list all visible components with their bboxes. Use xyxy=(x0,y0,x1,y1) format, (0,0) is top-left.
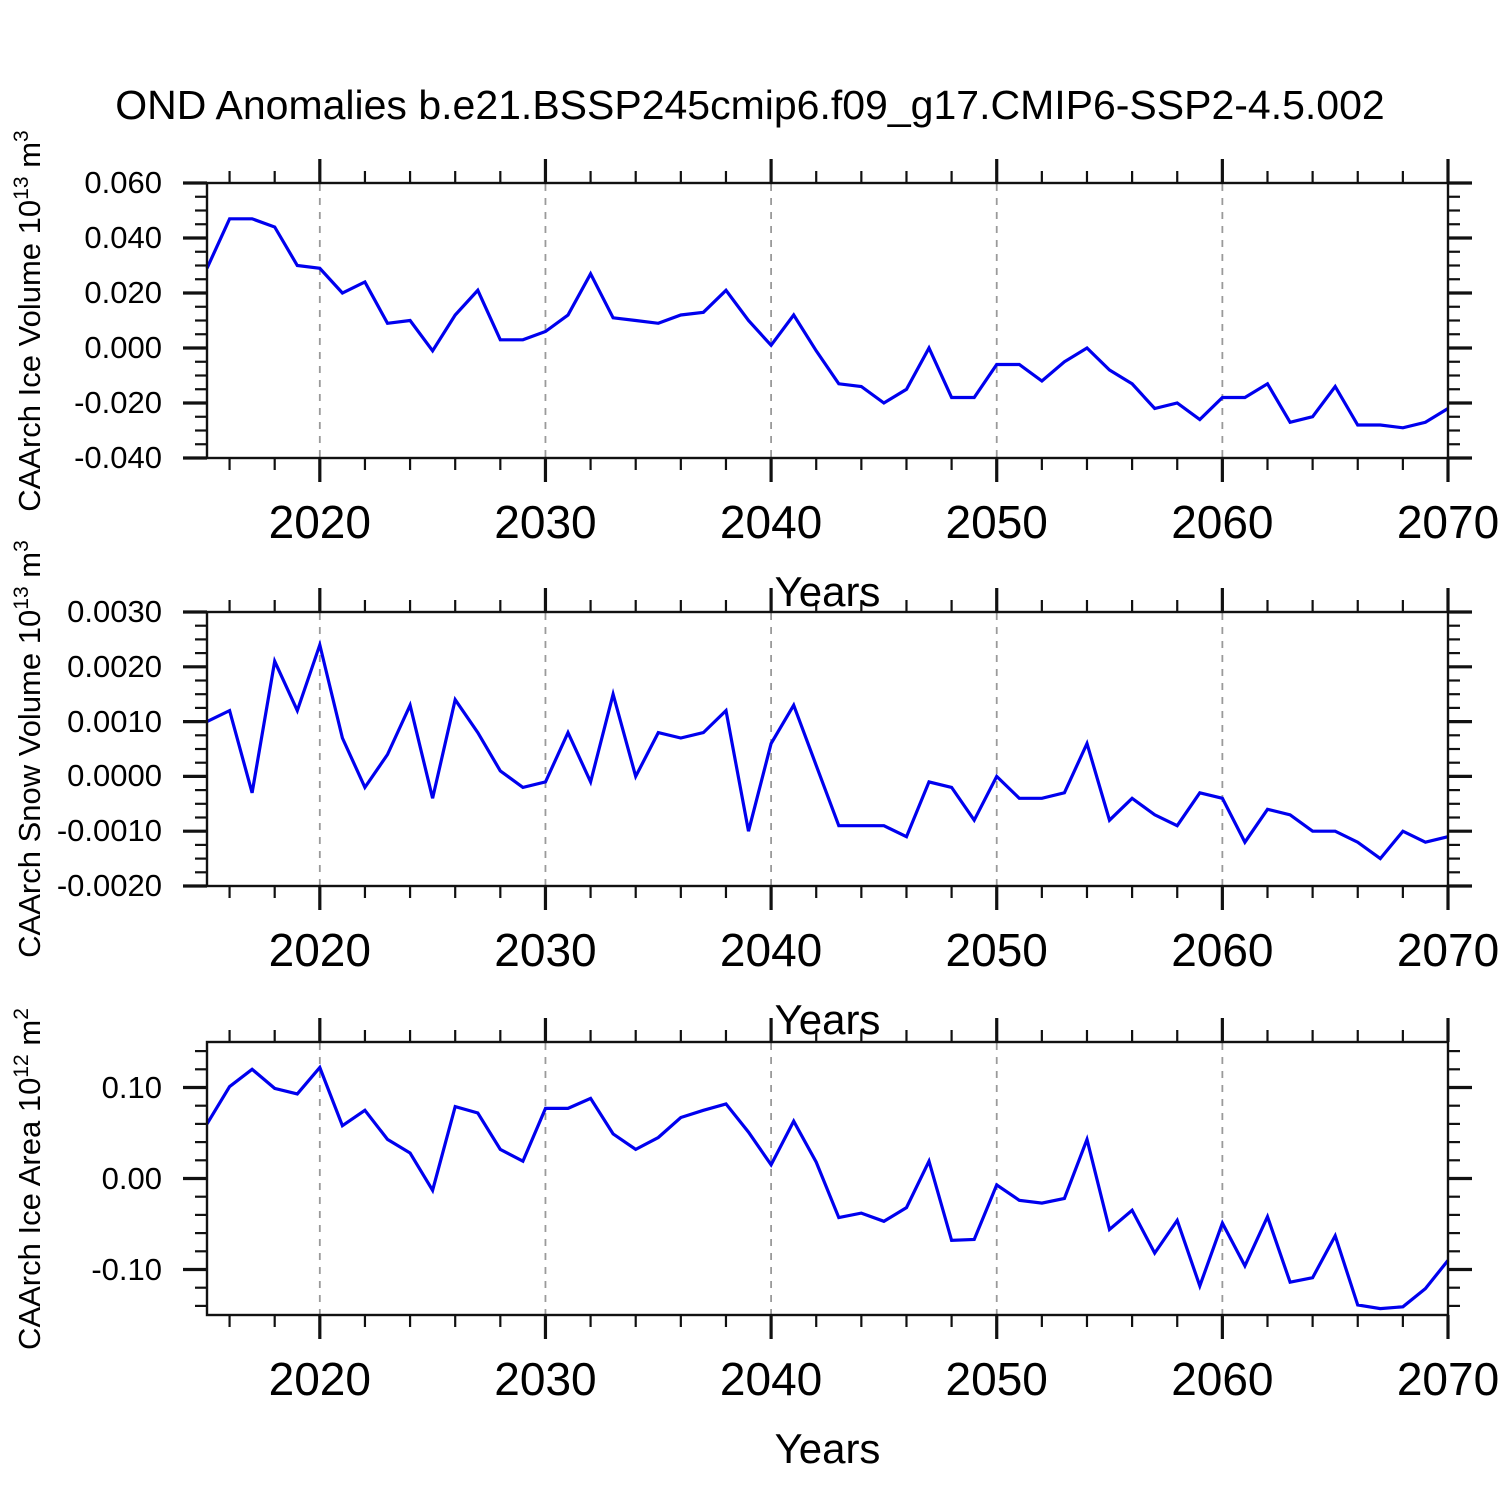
plot-border xyxy=(205,610,1450,888)
y-tick-label: 0.0010 xyxy=(67,703,162,739)
x-tick-label: 2050 xyxy=(945,1353,1048,1405)
x-tick-label: 2060 xyxy=(1171,496,1274,548)
series-line-ice-area xyxy=(205,1064,1450,1311)
y-axis-title-units: m xyxy=(12,1019,47,1054)
y-tick-label: 0.060 xyxy=(84,165,162,200)
y-tick-label: 0.10 xyxy=(101,1069,162,1105)
y-axis-title-units: m xyxy=(12,551,47,587)
superscript: 3 xyxy=(10,129,34,142)
y-tick-label: -0.0010 xyxy=(56,813,162,849)
y-tick-label: 0.040 xyxy=(84,220,162,255)
y-tick-label: -0.0020 xyxy=(56,868,162,903)
plot-border xyxy=(205,181,1450,460)
plot-border xyxy=(205,1040,1450,1317)
x-tick-label: 2030 xyxy=(494,496,597,548)
y-axis-title-ice-volume: CAArch Ice Volume 1013 m3 xyxy=(10,129,48,512)
y-tick-label: -0.10 xyxy=(91,1251,162,1287)
x-tick-label: 2040 xyxy=(719,496,823,548)
series-line-snow-volume xyxy=(206,639,1449,861)
y-tick-label: 0.000 xyxy=(84,330,162,365)
superscript: 12 xyxy=(10,1053,34,1078)
y-tick-label: 0.0020 xyxy=(67,648,162,684)
superscript: 13 xyxy=(10,175,34,200)
superscript: 3 xyxy=(10,540,34,552)
y-axis-title-text: CAArch Ice Volume 10 xyxy=(12,199,47,512)
x-tick-label: 2030 xyxy=(494,924,597,976)
y-tick-label: -0.020 xyxy=(74,385,162,420)
y-axis-title-ice-area: CAArch Ice Area 1012 m2 xyxy=(10,1007,48,1350)
superscript: 13 xyxy=(10,586,34,610)
x-tick-label: 2050 xyxy=(945,924,1048,976)
x-tick-label: 2050 xyxy=(945,496,1048,548)
x-axis-title: Years xyxy=(774,568,881,615)
y-tick-label: -0.040 xyxy=(74,440,162,475)
series-line-ice-volume xyxy=(205,217,1449,430)
x-tick-label: 2070 xyxy=(1396,1353,1500,1405)
x-tick-label: 2020 xyxy=(268,1353,371,1405)
y-axis-title-units: m xyxy=(12,141,47,176)
x-tick-label: 2040 xyxy=(719,924,823,976)
x-axis-title: Years xyxy=(774,1425,881,1472)
x-tick-label: 2040 xyxy=(719,1353,823,1405)
y-axis-title-text: CAArch Snow Volume 10 xyxy=(12,609,47,958)
y-tick-label: 0.00 xyxy=(101,1160,162,1196)
y-tick-label: 0.0000 xyxy=(67,758,162,794)
x-tick-label: 2020 xyxy=(268,496,371,548)
y-tick-label: 0.0030 xyxy=(67,594,162,629)
superscript: 2 xyxy=(10,1007,34,1020)
figure-title: OND Anomalies b.e21.BSSP245cmip6.f09_g17… xyxy=(115,82,1385,128)
x-tick-label: 2060 xyxy=(1171,924,1274,976)
x-axis-title: Years xyxy=(774,996,881,1043)
x-tick-label: 2060 xyxy=(1171,1353,1274,1405)
x-tick-label: 2070 xyxy=(1396,496,1500,548)
y-tick-label: 0.020 xyxy=(84,275,162,310)
x-tick-label: 2020 xyxy=(268,924,371,976)
x-tick-label: 2030 xyxy=(494,1353,597,1405)
x-tick-label: 2070 xyxy=(1396,924,1500,976)
y-axis-title-text: CAArch Ice Area 10 xyxy=(12,1077,47,1350)
y-axis-title-snow-volume: CAArch Snow Volume 1013 m3 xyxy=(10,540,48,958)
